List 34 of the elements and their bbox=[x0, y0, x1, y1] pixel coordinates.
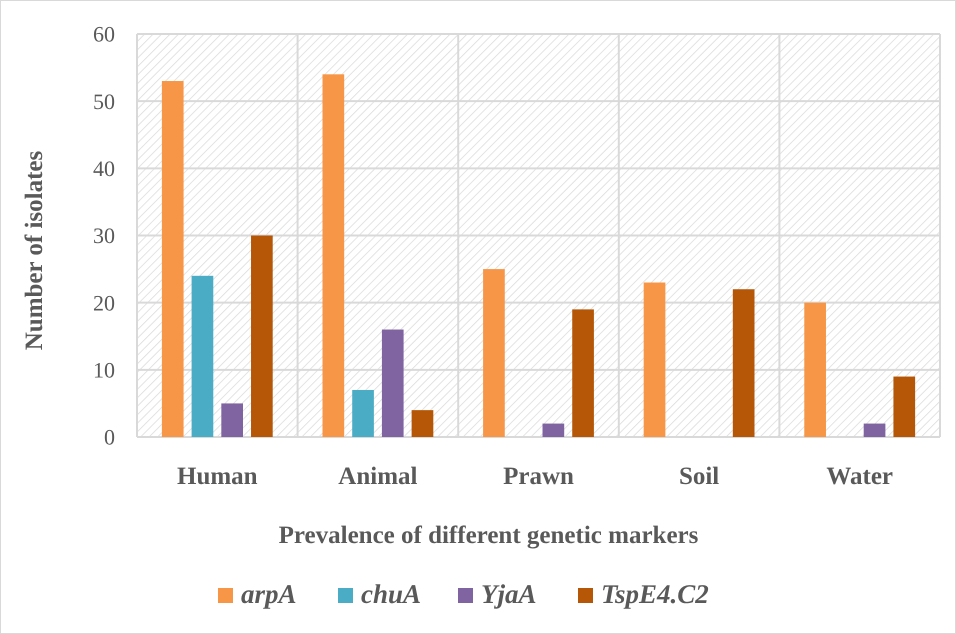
legend-label: YjaA bbox=[481, 579, 537, 609]
x-tick-label: Human bbox=[177, 463, 258, 490]
bar bbox=[162, 81, 184, 437]
bar bbox=[893, 376, 916, 437]
legend-label: chuA bbox=[361, 579, 422, 609]
y-tick-label: 50 bbox=[93, 88, 115, 114]
y-tick-label: 60 bbox=[93, 22, 115, 47]
bar bbox=[352, 390, 374, 437]
y-tick-label: 40 bbox=[93, 156, 115, 182]
x-tick-label: Water bbox=[826, 463, 894, 490]
bar bbox=[732, 289, 755, 437]
bar bbox=[572, 309, 594, 437]
legend-label: TspE4.C2 bbox=[601, 579, 709, 609]
bar bbox=[864, 424, 886, 437]
x-tick-label: Animal bbox=[338, 463, 418, 490]
y-axis-title: Number of isolates bbox=[21, 150, 48, 350]
y-tick-label: 30 bbox=[93, 223, 115, 248]
x-tick-label: Soil bbox=[678, 463, 720, 490]
x-tick-label: Prawn bbox=[503, 463, 574, 490]
y-tick-label: 20 bbox=[93, 290, 115, 316]
bar bbox=[251, 236, 273, 437]
y-tick-label: 0 bbox=[104, 424, 115, 450]
bar bbox=[483, 269, 505, 437]
bar bbox=[322, 74, 344, 437]
bar bbox=[412, 410, 434, 437]
bar bbox=[804, 302, 826, 437]
bar bbox=[382, 330, 404, 437]
x-axis-title: Prevalence of different genetic markers bbox=[278, 522, 699, 549]
legend-label: arpA bbox=[241, 579, 297, 609]
y-tick-label: 10 bbox=[93, 358, 115, 383]
bar bbox=[542, 424, 564, 437]
bar bbox=[644, 282, 666, 437]
bar bbox=[192, 276, 214, 437]
bar bbox=[221, 403, 243, 437]
